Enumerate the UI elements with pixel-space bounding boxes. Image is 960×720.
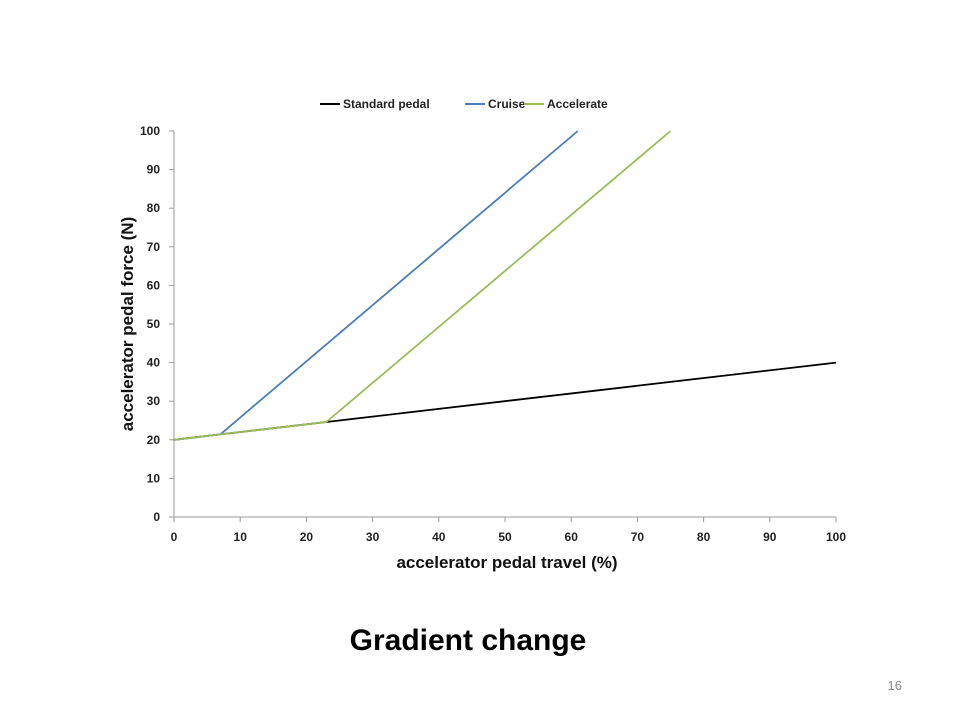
x-tick-label: 30 (366, 530, 380, 544)
x-tick-label: 10 (234, 530, 248, 544)
x-tick-label: 70 (631, 530, 645, 544)
y-tick-label: 0 (153, 510, 160, 524)
legend-label: Standard pedal (343, 97, 430, 111)
y-tick-label: 40 (147, 356, 161, 370)
x-tick-label: 90 (763, 530, 777, 544)
series-layer (173, 130, 837, 441)
y-tick-label: 100 (140, 124, 160, 138)
y-tick-label: 30 (147, 394, 161, 408)
x-tick-label: 40 (432, 530, 446, 544)
x-tick-label: 80 (697, 530, 711, 544)
y-tick-label: 10 (147, 471, 161, 485)
x-axis: 0 10 20 30 40 50 60 70 80 90 100 (171, 516, 846, 544)
chart-legend: Standard pedal Cruise Accelerate (320, 97, 608, 111)
slide-title: Gradient change (349, 624, 587, 657)
x-tick-label: 20 (300, 530, 314, 544)
y-tick-label: 90 (147, 163, 161, 177)
x-tick-label: 60 (565, 530, 579, 544)
legend-label: Cruise (488, 97, 526, 111)
x-tick-label: 50 (498, 530, 512, 544)
page-number: 16 (887, 678, 902, 693)
y-axis-title: accelerator pedal force (N) (118, 217, 137, 431)
series-line-cruise (173, 130, 579, 441)
y-tick-label: 50 (147, 317, 161, 331)
y-axis: 0 10 20 30 40 50 60 70 80 90 100 (140, 124, 175, 524)
x-tick-label: 100 (826, 530, 846, 544)
y-tick-label: 20 (147, 433, 161, 447)
legend-label: Accelerate (547, 97, 608, 111)
y-tick-label: 80 (147, 201, 161, 215)
x-tick-label: 0 (171, 530, 178, 544)
series-line-accelerate (173, 130, 672, 441)
y-tick-label: 60 (147, 278, 161, 292)
y-tick-label: 70 (147, 240, 161, 254)
x-axis-title: accelerator pedal travel (%) (396, 553, 617, 572)
